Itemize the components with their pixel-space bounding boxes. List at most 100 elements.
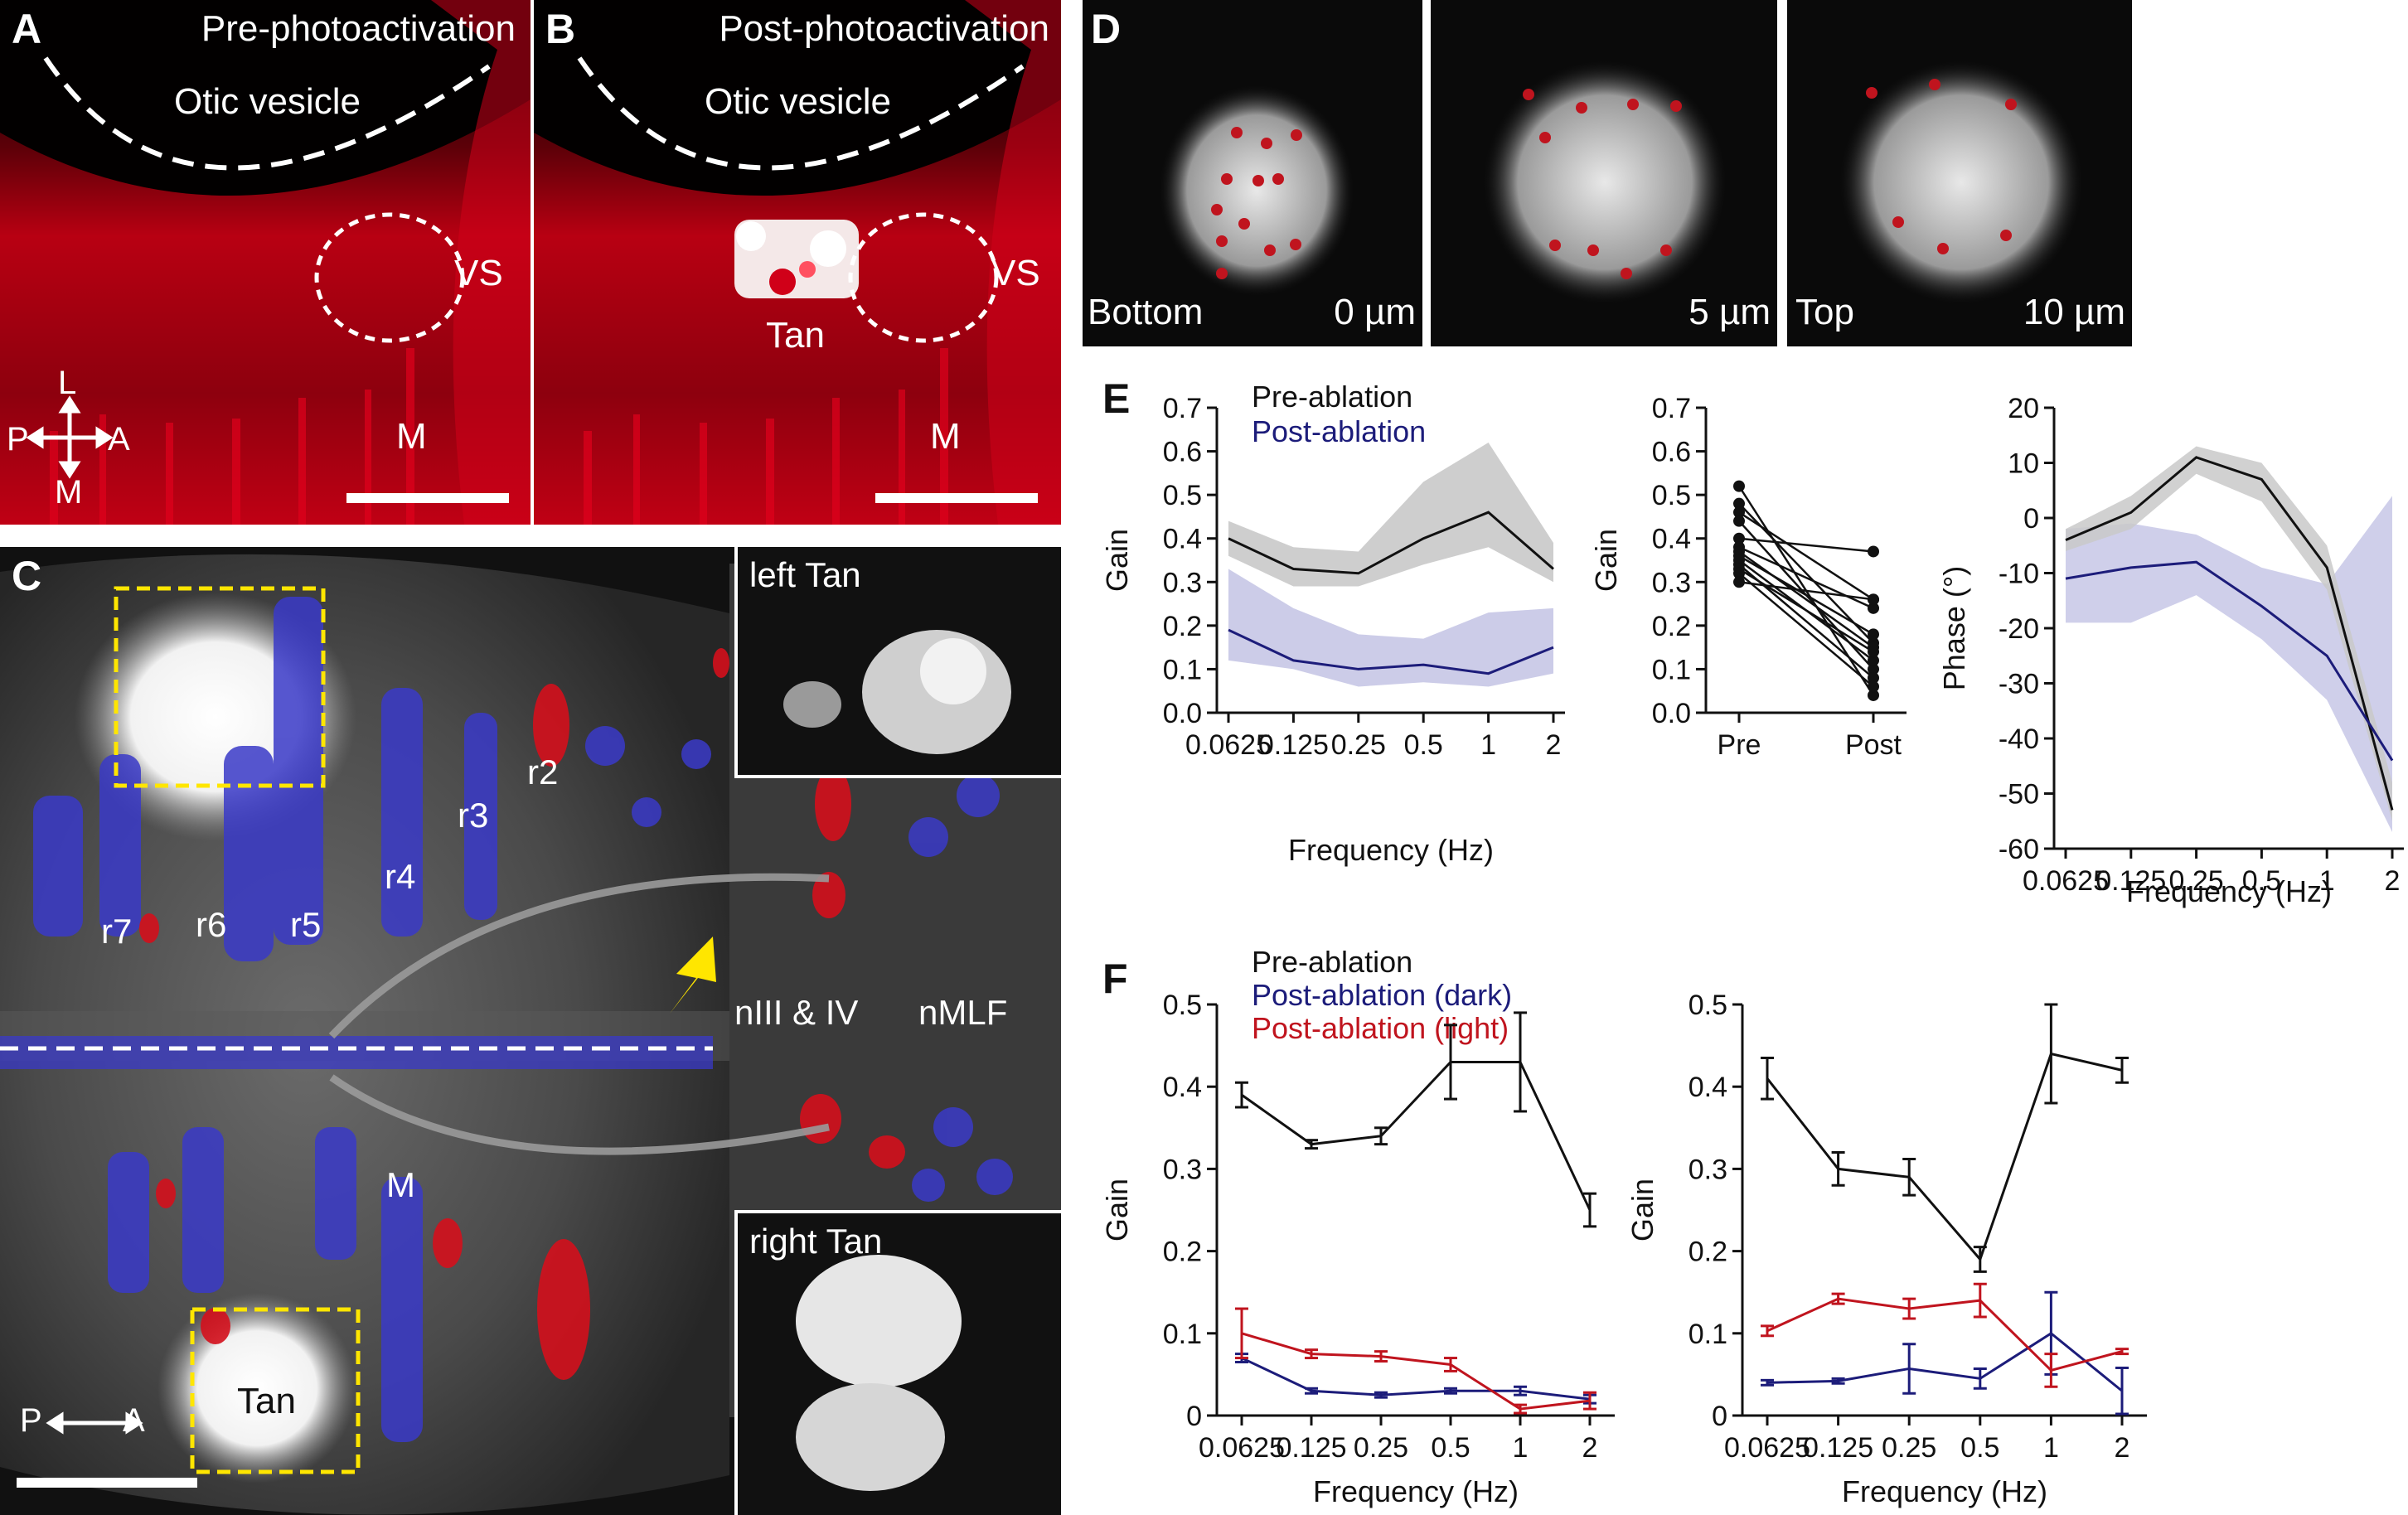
e3-x-tick-label: 0.25	[2169, 865, 2224, 897]
e2-y-tick-label: 0.4	[1652, 524, 1691, 555]
e2-pair-line	[1738, 581, 1874, 601]
f1-line-0	[1241, 1060, 1592, 1211]
e2-y-tick-label: 0.1	[1652, 654, 1691, 685]
niii-iv-label: nIII & IV	[734, 993, 859, 1032]
e2-x-tick-label: Pre	[1718, 729, 1761, 761]
e1-x-tick-label: 0.125	[1258, 729, 1329, 761]
e1-y-tick-label: 0.2	[1163, 611, 1202, 642]
f1-x-tick-label: 0.25	[1354, 1432, 1408, 1464]
e2-pair-line	[1738, 511, 1874, 601]
tan-label-b: Tan	[766, 315, 825, 356]
panel-a-image: A Pre-photoactivation Otic vesicle VS M …	[0, 0, 531, 525]
r4-label: r4	[385, 857, 416, 896]
e2-pair-line	[1738, 502, 1874, 644]
axis-l-label: L	[58, 365, 77, 401]
tan-label-c: Tan	[237, 1381, 296, 1421]
panel-b-title: Post-photoactivation	[719, 8, 1049, 49]
e2-pair-line	[1738, 520, 1874, 670]
e3-band-1	[2066, 496, 2392, 833]
panel-b-letter: B	[545, 6, 576, 52]
e1-y-tick-label: 0.0	[1163, 698, 1202, 729]
f1-x-tick-label: 0.5	[1431, 1432, 1470, 1464]
e2-y-tick-label: 0.5	[1652, 480, 1691, 511]
e2-pre-point	[1733, 576, 1745, 588]
e2-y-tick-label: 0.7	[1652, 393, 1691, 424]
d-top-label: Top	[1795, 292, 1854, 332]
panel-d-image-3: Top 10 µm	[1787, 0, 2132, 346]
f2-y-tick-label: 0.2	[1689, 1237, 1727, 1268]
e3-y-tick-label: -40	[1999, 724, 2039, 755]
f2-x-tick-label: 0.0625	[1724, 1432, 1810, 1464]
axis-m-label: M	[55, 474, 83, 511]
e2-post-point	[1868, 663, 1879, 675]
f-legend-pre: Pre-ablation	[1252, 945, 1413, 979]
e3-y-tick-label: 10	[2008, 448, 2039, 480]
e2-y-tick-label: 0.2	[1652, 611, 1691, 642]
e2-y-tick-label: 0.3	[1652, 567, 1691, 598]
e3-y-tick-label: 0	[2023, 503, 2039, 535]
e2-post-point	[1868, 545, 1879, 558]
e2-pair-line	[1737, 485, 1875, 696]
e2-pre-point	[1733, 480, 1745, 492]
m-label: M	[396, 416, 427, 457]
e1-x-axis-label: Frequency (Hz)	[1288, 833, 1494, 867]
e1-band-0	[1228, 443, 1553, 587]
e-legend-post: Post-ablation	[1252, 414, 1427, 448]
f1-x-axis-label: Frequency (Hz)	[1313, 1474, 1519, 1508]
f1-y-tick-label: 0	[1186, 1401, 1202, 1432]
e3-line-1	[2065, 560, 2394, 762]
e2-post-point	[1868, 680, 1879, 693]
f2-line-2	[1766, 1297, 2123, 1372]
axis-p-label: P	[7, 421, 29, 457]
e2-post-point	[1868, 636, 1879, 649]
e2-post-point	[1868, 654, 1879, 666]
d-bottom-label: Bottom	[1088, 292, 1204, 332]
f2-x-tick-label: 0.25	[1882, 1432, 1936, 1464]
e1-y-tick-label: 0.5	[1163, 480, 1202, 511]
f1-y-tick-label: 0.3	[1163, 1154, 1202, 1185]
e2-pre-point	[1733, 545, 1745, 558]
d-5um-label: 5 µm	[1689, 292, 1771, 332]
tan-photoactivated-cluster	[734, 220, 859, 298]
r6-label: r6	[196, 905, 227, 944]
r7-label: r7	[101, 912, 133, 951]
e3-y-tick-label: -60	[1999, 834, 2039, 865]
e1-line-1	[1228, 628, 1554, 675]
f2-y-tick-label: 0.1	[1689, 1319, 1727, 1350]
f2-y-axis-label: Gain	[1626, 1179, 1659, 1242]
f2-y-tick-label: 0.4	[1689, 1072, 1727, 1103]
e3-y-tick-label: -50	[1999, 779, 2039, 811]
panel-c-letter: C	[12, 553, 42, 599]
left-tan-inset: left Tan	[734, 547, 1061, 778]
otic-vesicle-label: Otic vesicle	[174, 81, 361, 122]
f1-x-tick-label: 0.0625	[1199, 1432, 1285, 1464]
e1-y-axis-label: Gain	[1100, 529, 1134, 592]
axis-p-label-c: P	[20, 1402, 42, 1439]
e1-line-0	[1228, 511, 1554, 575]
f1-x-tick-label: 0.125	[1276, 1432, 1346, 1464]
e2-x-tick-label: Post	[1845, 729, 1902, 761]
f1-y-axis-label: Gain	[1100, 1179, 1134, 1242]
left-tan-label: left Tan	[749, 555, 861, 594]
e2-y-axis-label: Gain	[1589, 529, 1623, 592]
e2-post-point	[1868, 671, 1879, 684]
e-legend-pre: Pre-ablation	[1252, 380, 1413, 414]
axis-a-label-c: A	[123, 1402, 145, 1439]
f2-y-tick-label: 0.5	[1689, 990, 1727, 1021]
r2-label: r2	[527, 753, 559, 791]
yellow-arrow-icon	[670, 937, 716, 1014]
e2-post-point	[1868, 689, 1879, 701]
e2-post-point	[1868, 641, 1879, 654]
f1-y-tick-label: 0.2	[1163, 1237, 1202, 1268]
e3-x-tick-label: 2	[2385, 865, 2401, 897]
e1-y-tick-label: 0.3	[1163, 567, 1202, 598]
e2-pre-point	[1733, 515, 1745, 527]
r5-label: r5	[290, 905, 322, 944]
e2-post-point	[1868, 593, 1879, 606]
e2-post-point	[1868, 602, 1879, 614]
f1-x-tick-label: 1	[1513, 1432, 1529, 1464]
f1-y-tick-label: 0.1	[1163, 1319, 1202, 1350]
e3-y-tick-label: -30	[1999, 669, 2039, 700]
f1-x-tick-label: 2	[1582, 1432, 1598, 1464]
f-legend-light: Post-ablation (light)	[1252, 1011, 1509, 1045]
